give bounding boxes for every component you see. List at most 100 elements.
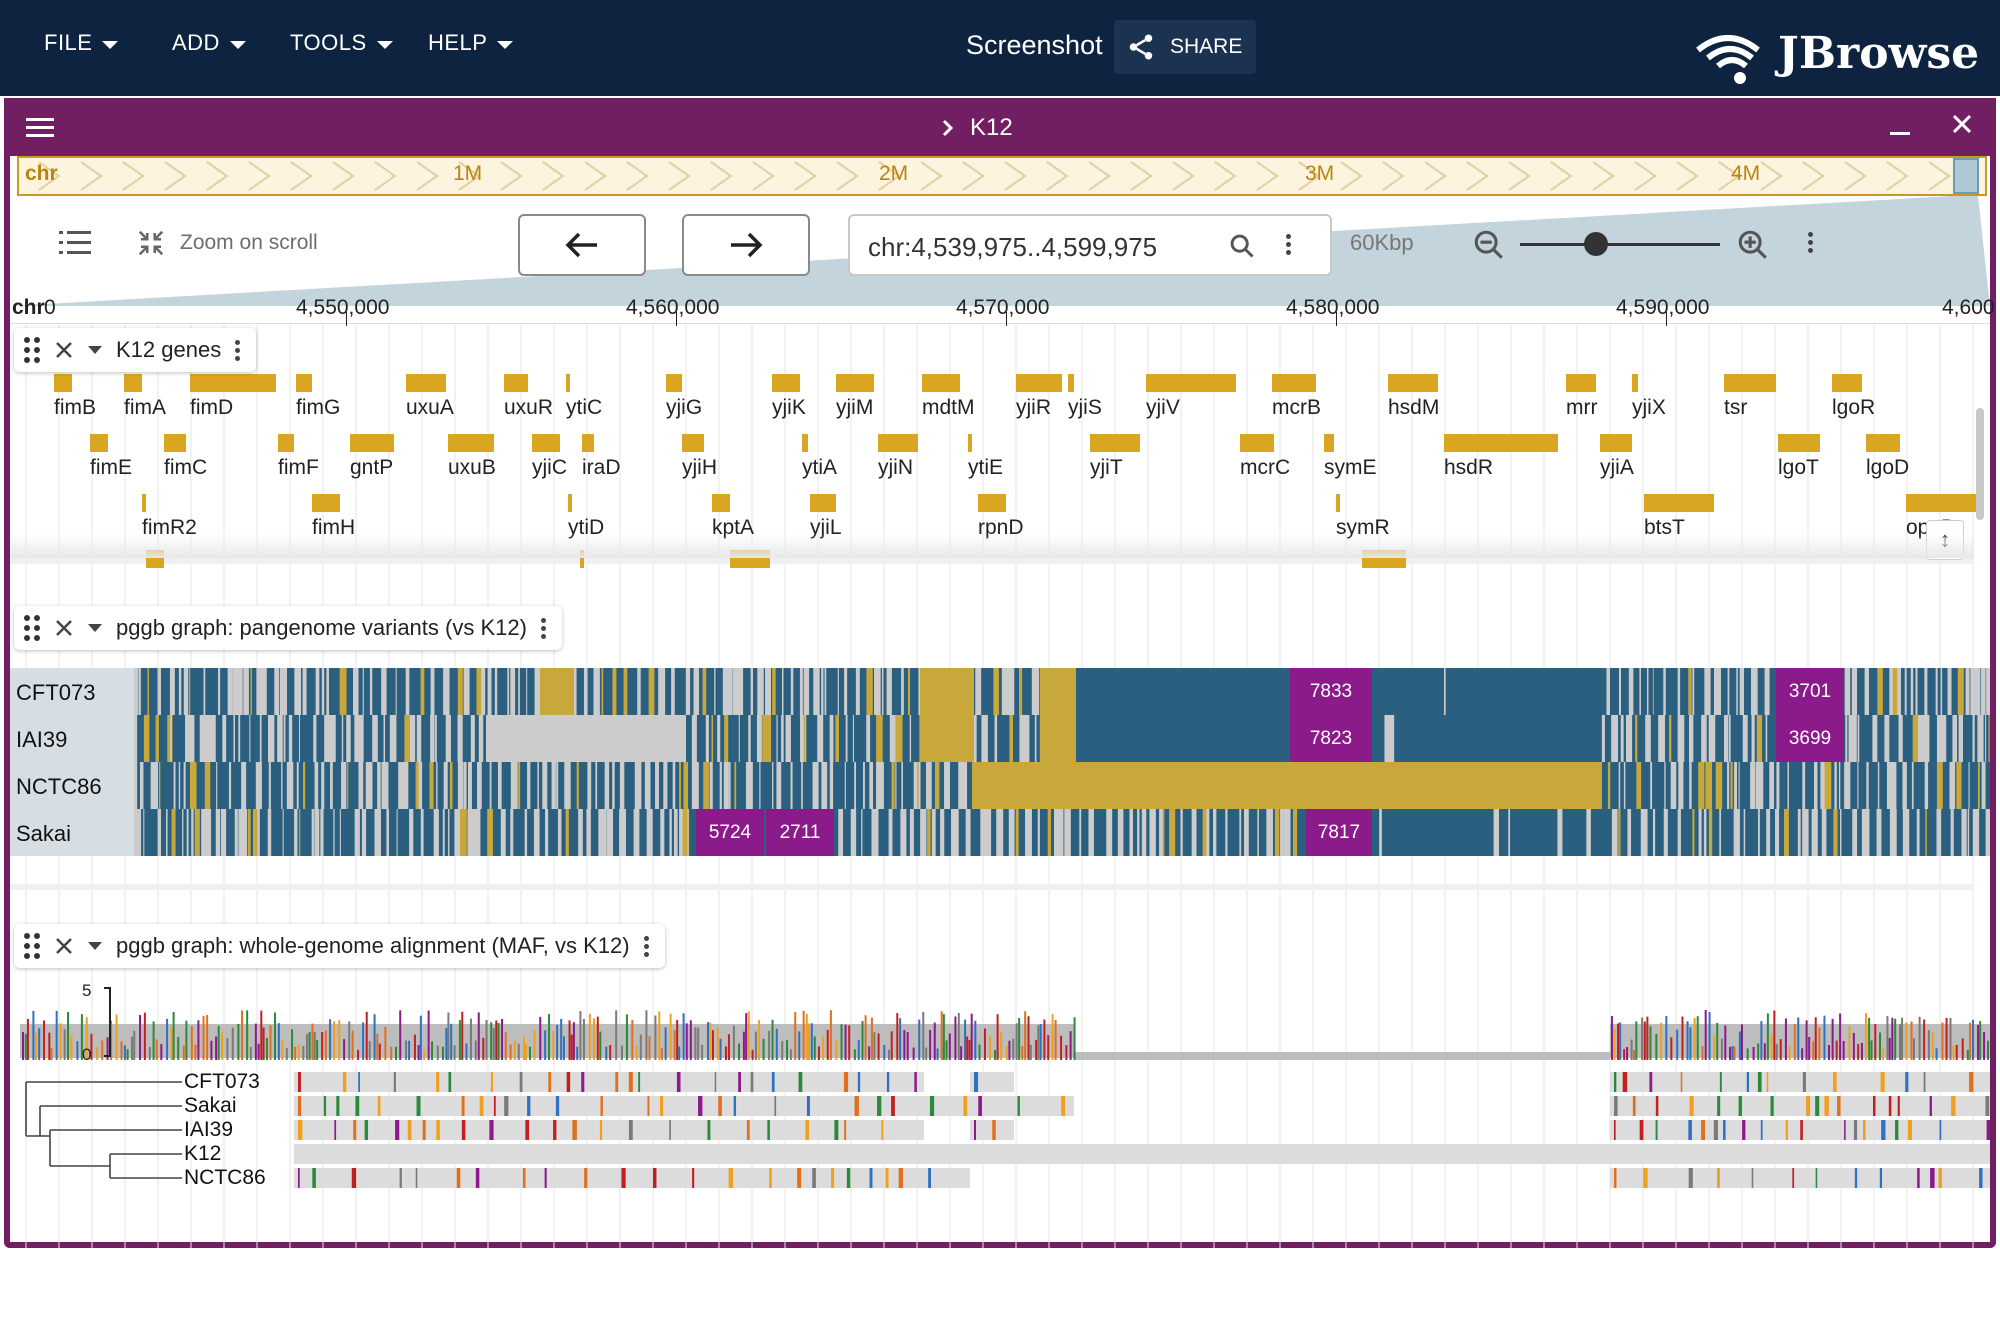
close-icon[interactable] bbox=[54, 618, 74, 638]
structural-variant-box[interactable]: 7817 bbox=[1306, 809, 1372, 856]
overview-visible-region[interactable] bbox=[1953, 158, 1979, 194]
file-menu[interactable]: FILE bbox=[44, 30, 119, 56]
gene-label[interactable]: yjiV bbox=[1146, 396, 1180, 419]
gene-label[interactable]: btsT bbox=[1644, 516, 1685, 539]
gene-label[interactable]: yjiL bbox=[810, 516, 842, 539]
gene-label[interactable]: mcrB bbox=[1272, 396, 1321, 419]
gene-label[interactable]: fimA bbox=[124, 396, 166, 419]
gene-feature[interactable] bbox=[1388, 374, 1438, 392]
structural-variant-box[interactable]: 3701 bbox=[1776, 668, 1844, 715]
gene-label[interactable]: yjiT bbox=[1090, 456, 1123, 479]
location-input[interactable]: chr:4,539,975..4,599,975 bbox=[868, 232, 1158, 262]
chevron-down-icon[interactable] bbox=[88, 942, 102, 950]
gene-label[interactable]: ytiE bbox=[968, 456, 1004, 479]
gene-feature[interactable] bbox=[1068, 374, 1074, 392]
gene-feature[interactable] bbox=[532, 434, 560, 452]
gene-label[interactable]: ytiD bbox=[568, 516, 605, 539]
zoom-slider-thumb[interactable] bbox=[1584, 232, 1608, 256]
gene-feature[interactable] bbox=[802, 434, 808, 452]
structural-variant-box[interactable]: 3699 bbox=[1776, 715, 1844, 762]
gene-feature[interactable] bbox=[968, 434, 972, 452]
gene-label[interactable]: yjiA bbox=[1600, 456, 1634, 479]
add-menu[interactable]: ADD bbox=[172, 30, 246, 56]
gene-feature[interactable] bbox=[190, 374, 276, 392]
session-name[interactable]: Screenshot bbox=[966, 30, 1103, 60]
zoom-slider-track[interactable] bbox=[1520, 243, 1720, 246]
gene-feature[interactable] bbox=[1906, 494, 1980, 512]
share-button[interactable]: SHARE bbox=[1114, 20, 1256, 74]
gene-feature[interactable] bbox=[1724, 374, 1776, 392]
gene-feature[interactable] bbox=[580, 550, 584, 568]
view-title[interactable]: K12 bbox=[940, 114, 1013, 142]
variant-matrix[interactable]: CFT073 IAI39 NCTC86 Sakai 7833 3701 7823 3699 57… bbox=[10, 668, 1990, 856]
drag-handle-icon[interactable] bbox=[24, 615, 40, 641]
gene-feature[interactable] bbox=[1566, 374, 1596, 392]
gene-label[interactable]: yjiR bbox=[1016, 396, 1051, 419]
close-icon[interactable] bbox=[54, 340, 74, 360]
gene-label[interactable]: iraD bbox=[582, 456, 621, 479]
gene-feature[interactable] bbox=[278, 434, 294, 452]
gene-feature[interactable] bbox=[666, 374, 682, 392]
gene-label[interactable]: fimR2 bbox=[142, 516, 197, 539]
gene-feature[interactable] bbox=[142, 494, 146, 512]
gene-feature[interactable] bbox=[1240, 434, 1274, 452]
gene-feature[interactable] bbox=[1272, 374, 1316, 392]
gene-feature[interactable] bbox=[312, 494, 340, 512]
track-label-maf[interactable]: pggb graph: whole-genome alignment (MAF,… bbox=[14, 924, 665, 968]
gene-feature[interactable] bbox=[90, 434, 108, 452]
structural-variant-box[interactable]: 7833 bbox=[1290, 668, 1372, 715]
gene-feature[interactable] bbox=[922, 374, 960, 392]
gene-label[interactable]: gntP bbox=[350, 456, 394, 479]
gene-label[interactable]: yjiC bbox=[532, 456, 567, 479]
track-menu-icon[interactable] bbox=[540, 617, 546, 639]
gene-feature[interactable] bbox=[54, 374, 72, 392]
chevron-down-icon[interactable] bbox=[88, 624, 102, 632]
gene-feature[interactable] bbox=[1866, 434, 1900, 452]
gene-label[interactable]: yjiH bbox=[682, 456, 717, 479]
gene-feature[interactable] bbox=[978, 494, 1006, 512]
gene-feature[interactable] bbox=[296, 374, 312, 392]
gene-label[interactable]: lgoD bbox=[1866, 456, 1910, 479]
gene-label[interactable]: fimH bbox=[312, 516, 356, 539]
genes-scrollbar[interactable] bbox=[1976, 408, 1984, 520]
gene-label[interactable]: symE bbox=[1324, 456, 1377, 479]
gene-feature[interactable] bbox=[836, 374, 874, 392]
gene-label[interactable]: mrr bbox=[1566, 396, 1598, 419]
gene-feature[interactable] bbox=[1644, 494, 1714, 512]
help-menu[interactable]: HELP bbox=[428, 30, 514, 56]
track-selector-button[interactable] bbox=[58, 226, 92, 260]
gene-label[interactable]: lgoR bbox=[1832, 396, 1876, 419]
gene-label[interactable]: fimF bbox=[278, 456, 319, 479]
gene-label[interactable]: uxuA bbox=[406, 396, 454, 419]
gene-feature[interactable] bbox=[1324, 434, 1334, 452]
pan-left-button[interactable] bbox=[518, 214, 646, 276]
gene-feature[interactable] bbox=[582, 434, 594, 452]
gene-feature[interactable] bbox=[406, 374, 446, 392]
gene-label[interactable]: yjiG bbox=[666, 396, 703, 419]
gene-feature[interactable] bbox=[878, 434, 918, 452]
gene-feature[interactable] bbox=[1016, 374, 1062, 392]
gene-label[interactable]: mcrC bbox=[1240, 456, 1291, 479]
minimize-icon[interactable] bbox=[1890, 126, 1912, 136]
gene-label[interactable]: lgoT bbox=[1778, 456, 1819, 479]
gene-feature[interactable] bbox=[810, 494, 836, 512]
gene-label[interactable]: yjiS bbox=[1068, 396, 1102, 419]
gene-label[interactable]: tsr bbox=[1724, 396, 1748, 419]
gene-feature[interactable] bbox=[712, 494, 730, 512]
gene-label[interactable]: hsdR bbox=[1444, 456, 1494, 479]
drag-handle-icon[interactable] bbox=[24, 337, 40, 363]
gene-feature[interactable] bbox=[1778, 434, 1820, 452]
gene-feature[interactable] bbox=[448, 434, 494, 452]
gene-label[interactable]: mdtM bbox=[922, 396, 975, 419]
gene-label[interactable]: rpnD bbox=[978, 516, 1024, 539]
gene-label[interactable]: fimG bbox=[296, 396, 341, 419]
zoom-out-icon[interactable] bbox=[1472, 228, 1506, 262]
track-menu-icon[interactable] bbox=[235, 339, 241, 361]
zoom-in-icon[interactable] bbox=[1736, 228, 1770, 262]
structural-variant-box[interactable]: 2711 bbox=[766, 809, 834, 856]
pan-right-button[interactable] bbox=[682, 214, 810, 276]
track-label-genes[interactable]: K12 genes bbox=[14, 328, 257, 372]
gene-label[interactable]: ytiC bbox=[566, 396, 603, 419]
gene-feature[interactable] bbox=[1600, 434, 1632, 452]
gene-feature[interactable] bbox=[568, 494, 572, 512]
